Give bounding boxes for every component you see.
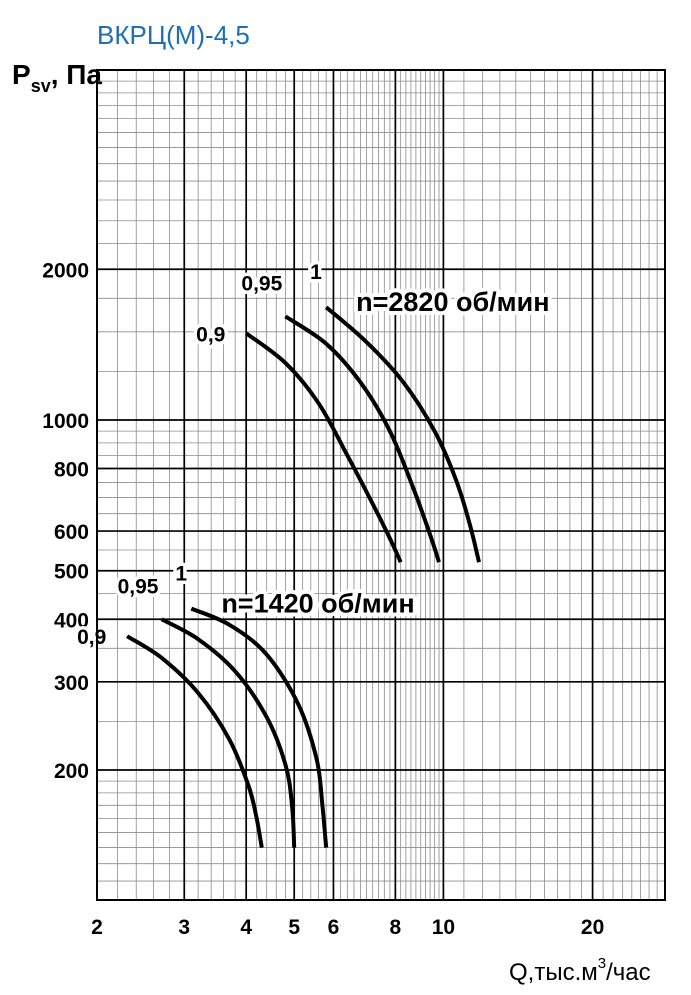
major-gridlines: [96, 70, 665, 900]
performance-curve-1: [324, 305, 481, 563]
curve-label: 1: [175, 563, 187, 586]
performance-curve-1: [190, 606, 329, 848]
x-tick-label: 4: [240, 916, 252, 939]
y-tick-label: 2000: [42, 259, 89, 282]
curve-label: 0,95: [118, 575, 159, 598]
x-axis-label: Q,тыс.м3/час: [509, 955, 651, 986]
x-axis-label-tail: /час: [606, 959, 651, 986]
x-tick-label: 8: [390, 916, 402, 939]
minor-gridlines: [97, 70, 665, 900]
curve-label: 0,9: [196, 323, 225, 346]
x-tick-label: 2: [91, 916, 103, 939]
x-tick-label: 20: [581, 916, 604, 939]
y-axis-label: Psv, Па: [12, 59, 102, 96]
curve-label: 0,9: [77, 626, 106, 649]
y-tick-label: 600: [54, 521, 89, 544]
tick-labels: 2 3 4 5 6 8 10 20 200 300 400 500 600 800 1000 2000: [42, 259, 604, 939]
y-axis-label-sub: sv: [31, 76, 51, 96]
y-tick-label: 1000: [42, 410, 89, 433]
y-tick-label: 800: [54, 459, 89, 482]
x-axis-label-main: Q,тыс.м: [509, 959, 598, 986]
performance-curve-0-9: [126, 634, 264, 848]
x-tick-label: 3: [178, 916, 190, 939]
y-tick-label: 500: [54, 561, 89, 584]
performance-curve-0-95: [284, 314, 441, 563]
rotation-speed-label: n=1420 об/мин: [221, 589, 414, 619]
x-axis-label-sup: 3: [598, 955, 606, 972]
x-tick-label: 5: [288, 916, 300, 939]
chart-title: ВКРЦ(М)-4,5: [97, 20, 250, 50]
performance-curve-0-95: [160, 617, 297, 848]
y-axis-label-main: P: [12, 59, 31, 90]
curve-labels: 0,9 0,95 1 n=2820 об/мин 0,9 0,95 1 n=1420 об/м…: [74, 258, 554, 653]
rotation-speed-label: n=2820 об/мин: [356, 287, 549, 317]
x-tick-label: 10: [432, 916, 455, 939]
curve-label: 0,95: [241, 272, 282, 295]
x-tick-label: 6: [328, 916, 340, 939]
y-axis-label-tail: , Па: [51, 59, 103, 90]
plot-frame: [96, 69, 666, 901]
y-tick-label: 400: [54, 609, 89, 632]
performance-curve-0-9: [244, 331, 403, 564]
performance-curves: [126, 305, 481, 848]
curve-label: 1: [310, 261, 322, 284]
y-tick-label: 300: [54, 672, 89, 695]
y-tick-label: 200: [54, 760, 89, 783]
